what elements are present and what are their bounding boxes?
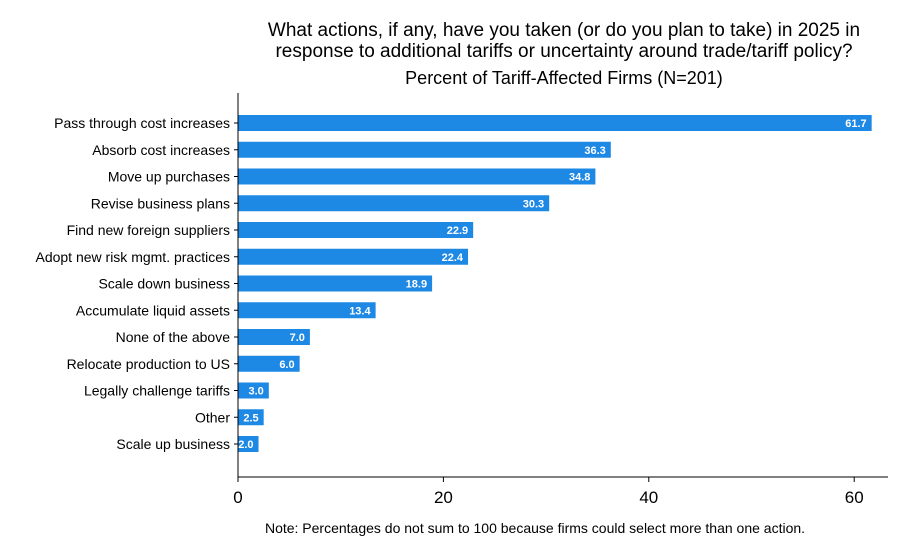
bars-layer: 61.7 36.3 34.8 30.3 22.9 22.4 18.9 13.4 7.0 6.0 3.…	[238, 115, 872, 452]
category-label: Other	[195, 409, 230, 425]
bar-value-label: 3.0	[249, 386, 264, 398]
category-label: Pass through cost increases	[54, 115, 230, 131]
bar-value-label: 13.4	[349, 305, 371, 317]
category-label: Revise business plans	[91, 195, 230, 211]
category-label: Legally challenge tariffs	[84, 383, 230, 399]
bar-value-label: 2.5	[243, 412, 258, 424]
chart-title-line-1: What actions, if any, have you taken (or…	[267, 20, 861, 41]
bar-value-label: 2.0	[238, 439, 253, 451]
bar-value-label: 34.8	[569, 172, 590, 184]
category-label: Accumulate liquid assets	[76, 302, 230, 318]
x-tick-label: 60	[845, 488, 864, 507]
bar-value-label: 18.9	[406, 279, 427, 291]
category-label: Adopt new risk mgmt. practices	[35, 249, 230, 265]
x-axis-ticks: 0 20 40 60	[233, 477, 864, 507]
chart-title-block: What actions, if any, have you taken (or…	[238, 20, 890, 89]
bar	[238, 329, 310, 345]
bar-value-label: 61.7	[845, 118, 866, 130]
bar	[238, 409, 264, 426]
bar	[238, 195, 550, 212]
category-label: Absorb cost increases	[92, 142, 230, 158]
bar	[238, 222, 474, 238]
category-label: Scale up business	[116, 436, 230, 452]
bar	[238, 115, 872, 131]
bar	[238, 141, 611, 158]
bar-value-label: 22.9	[447, 225, 468, 237]
bar-value-label: 7.0	[290, 332, 305, 344]
x-tick-label: 40	[639, 488, 658, 507]
bar	[238, 248, 469, 265]
bar	[238, 355, 300, 372]
category-label: Relocate production to US	[67, 356, 230, 372]
chart-note: Note: Percentages do not sum to 100 beca…	[264, 520, 806, 536]
category-label: None of the above	[116, 329, 231, 345]
category-label: Find new foreign suppliers	[67, 222, 230, 238]
category-label: Move up purchases	[108, 169, 230, 185]
bar	[238, 168, 596, 185]
bar	[238, 382, 269, 399]
bar-value-label: 36.3	[584, 145, 605, 157]
chart-subtitle: Percent of Tariff-Affected Firms (N=201)	[405, 68, 723, 88]
bar	[238, 436, 259, 452]
chart-title-line-2: response to additional tariffs or uncert…	[275, 41, 853, 62]
bar	[238, 275, 433, 292]
x-tick-label: 0	[233, 488, 242, 507]
x-tick-label: 20	[434, 488, 453, 507]
bar	[238, 302, 376, 319]
category-labels: Pass through cost increases Absorb cost i…	[35, 115, 238, 452]
bar-value-label: 22.4	[442, 252, 464, 264]
category-label: Scale down business	[98, 276, 230, 292]
bar-value-label: 30.3	[523, 198, 544, 210]
bar-value-label: 6.0	[279, 359, 294, 371]
